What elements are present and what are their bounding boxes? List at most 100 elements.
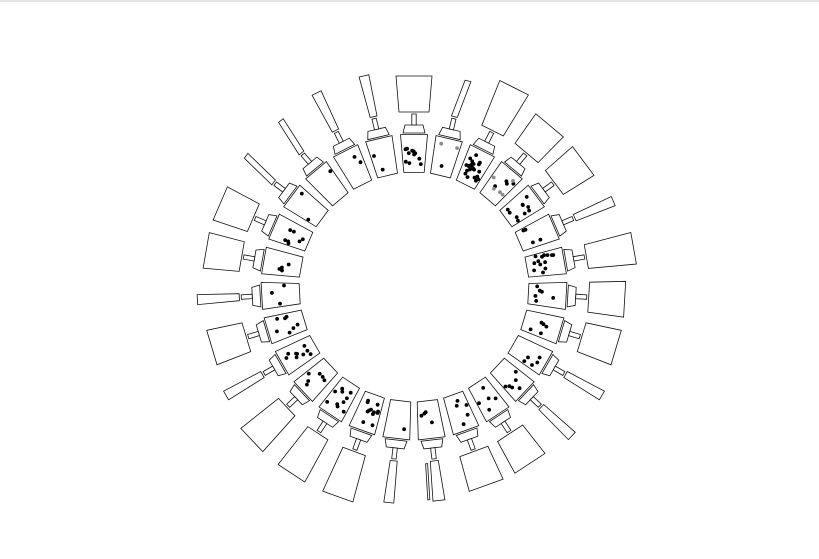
data-dot — [283, 316, 287, 321]
ring-segment-1 — [395, 75, 433, 173]
data-dot — [325, 400, 330, 404]
ring-segment-25 — [278, 118, 349, 207]
segment-box — [283, 184, 329, 228]
data-dot — [295, 322, 300, 327]
data-dot — [305, 348, 310, 353]
ring-segment-13 — [443, 390, 504, 492]
segment-stem — [515, 152, 528, 165]
segment-neck — [289, 384, 311, 406]
data-dot — [492, 186, 496, 191]
data-dot — [477, 401, 481, 406]
data-dot — [406, 151, 411, 156]
segment-arm — [196, 293, 240, 306]
segment-neck — [317, 408, 340, 428]
segment-arm — [223, 370, 265, 401]
segment-arm — [587, 280, 627, 318]
segment-box — [416, 399, 446, 441]
top-edge-divider — [0, 0, 819, 2]
ring-segment-4 — [479, 113, 564, 207]
segment-box — [443, 390, 480, 436]
ring-segment-16 — [322, 390, 385, 503]
segment-neck — [278, 182, 298, 205]
segment-neck — [472, 137, 496, 155]
data-dot — [305, 382, 309, 387]
ring-segment-19 — [223, 334, 321, 401]
segment-neck — [541, 353, 560, 377]
data-dot — [297, 239, 302, 244]
data-dot — [328, 169, 333, 174]
segment-arm-secondary — [425, 463, 431, 501]
data-dot — [295, 352, 299, 356]
data-dot — [543, 266, 548, 271]
data-dot — [403, 159, 408, 164]
data-dot — [358, 160, 363, 165]
segment-stem — [273, 181, 286, 193]
segment-stem — [542, 181, 555, 193]
data-dot — [288, 228, 293, 233]
segment-arm — [278, 118, 305, 156]
segment-stem — [371, 117, 380, 131]
data-dot — [306, 379, 311, 383]
segment-stem — [500, 420, 512, 434]
data-dot — [419, 413, 424, 418]
ring-segment-10 — [507, 334, 605, 401]
ring-segment-2 — [430, 79, 472, 179]
segment-neck — [367, 126, 390, 141]
ring-segment-14 — [416, 399, 446, 502]
ring-segment-18 — [240, 357, 339, 453]
data-dot — [471, 162, 476, 166]
segment-neck — [261, 214, 278, 237]
segment-box — [527, 281, 568, 310]
data-dot — [412, 152, 416, 157]
segment-arm — [576, 322, 622, 366]
ring-segment-3 — [455, 79, 529, 190]
data-dot — [465, 175, 470, 180]
data-dot — [375, 402, 380, 407]
data-dot — [486, 396, 491, 401]
segment-box — [489, 357, 535, 402]
segment-stem — [240, 293, 253, 300]
segment-stem — [391, 447, 398, 460]
data-dot — [470, 166, 475, 170]
segment-arm — [481, 79, 529, 137]
data-dot — [528, 327, 533, 332]
data-dot — [477, 162, 481, 167]
segment-box — [479, 161, 523, 207]
data-dot — [333, 389, 337, 394]
segment-arm — [583, 232, 637, 269]
data-dot — [299, 191, 304, 196]
data-dot — [510, 385, 515, 390]
segment-neck — [438, 126, 461, 141]
segment-stem — [484, 130, 495, 144]
data-dot — [275, 329, 279, 334]
segment-neck — [420, 438, 444, 450]
data-dot — [439, 164, 444, 168]
data-dot — [544, 324, 549, 329]
segment-arm — [240, 397, 296, 453]
data-dot — [527, 208, 531, 213]
ring-segment-7 — [524, 232, 637, 278]
data-dot — [306, 217, 311, 222]
segment-arm — [459, 445, 504, 492]
segment-arm — [311, 90, 340, 133]
data-dot — [474, 153, 478, 158]
data-dot — [507, 384, 512, 388]
data-dot — [270, 291, 274, 295]
segment-box — [260, 281, 301, 310]
segment-neck — [268, 353, 287, 377]
segment-stem — [253, 215, 267, 226]
segment-stem — [300, 152, 313, 165]
data-dot — [372, 154, 376, 158]
data-dot — [345, 396, 349, 401]
segment-arm — [514, 113, 564, 164]
segment-box — [263, 309, 308, 345]
segment-neck — [402, 124, 426, 134]
segment-stem — [430, 447, 437, 460]
data-dot — [526, 205, 531, 209]
data-dot — [340, 389, 345, 394]
data-dot — [308, 352, 313, 356]
segment-stem — [561, 215, 575, 226]
data-dot — [418, 162, 423, 167]
data-dot — [302, 344, 307, 348]
data-dot — [417, 156, 422, 161]
